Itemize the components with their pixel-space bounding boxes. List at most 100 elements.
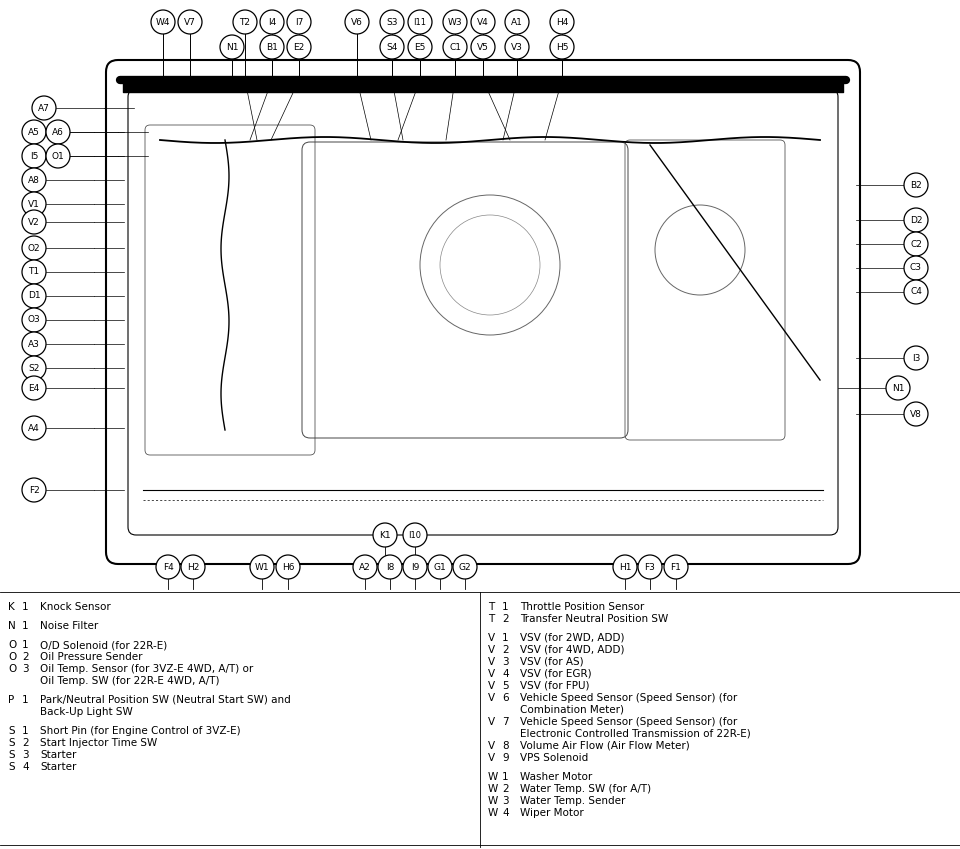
Text: C3: C3: [910, 263, 922, 273]
Text: A8: A8: [28, 176, 40, 184]
Text: 1: 1: [502, 633, 509, 643]
Circle shape: [408, 10, 432, 34]
Text: 2: 2: [22, 652, 29, 662]
Circle shape: [904, 346, 928, 370]
Text: 9: 9: [502, 753, 509, 763]
Text: E5: E5: [415, 42, 425, 52]
Circle shape: [428, 555, 452, 579]
Text: 2: 2: [502, 784, 509, 794]
Text: O: O: [8, 664, 16, 674]
Text: VSV (for 4WD, ADD): VSV (for 4WD, ADD): [520, 645, 625, 655]
Text: Start Injector Time SW: Start Injector Time SW: [40, 738, 157, 748]
Text: F1: F1: [671, 563, 682, 571]
Text: O2: O2: [28, 244, 40, 252]
Text: G2: G2: [459, 563, 471, 571]
Text: Starter: Starter: [40, 750, 77, 760]
Circle shape: [443, 10, 467, 34]
Text: Transfer Neutral Position SW: Transfer Neutral Position SW: [520, 614, 668, 624]
Text: Water Temp. SW (for A/T): Water Temp. SW (for A/T): [520, 784, 651, 794]
Text: S: S: [8, 762, 14, 772]
Circle shape: [22, 284, 46, 308]
Text: V: V: [488, 645, 495, 655]
Text: Electronic Controlled Transmission of 22R-E): Electronic Controlled Transmission of 22…: [520, 729, 751, 739]
Text: Noise Filter: Noise Filter: [40, 621, 98, 631]
Text: V5: V5: [477, 42, 489, 52]
Text: W3: W3: [447, 18, 463, 26]
Text: 4: 4: [22, 762, 29, 772]
Text: V3: V3: [511, 42, 523, 52]
Text: 3: 3: [502, 657, 509, 667]
Text: Volume Air Flow (Air Flow Meter): Volume Air Flow (Air Flow Meter): [520, 741, 689, 751]
Text: Vehicle Speed Sensor (Speed Sensor) (for: Vehicle Speed Sensor (Speed Sensor) (for: [520, 717, 737, 727]
Text: K1: K1: [379, 531, 391, 539]
Text: N: N: [8, 621, 15, 631]
Circle shape: [453, 555, 477, 579]
Text: K: K: [8, 602, 14, 612]
Text: S3: S3: [386, 18, 397, 26]
Text: Oil Temp. Sensor (for 3VZ-E 4WD, A/T) or: Oil Temp. Sensor (for 3VZ-E 4WD, A/T) or: [40, 664, 253, 674]
Text: T: T: [488, 602, 494, 612]
Text: V8: V8: [910, 409, 922, 419]
Text: V: V: [488, 753, 495, 763]
Text: V: V: [488, 693, 495, 703]
Circle shape: [380, 35, 404, 59]
Text: 3: 3: [502, 796, 509, 806]
Text: Knock Sensor: Knock Sensor: [40, 602, 110, 612]
Text: V1: V1: [28, 200, 40, 209]
Text: Starter: Starter: [40, 762, 77, 772]
Circle shape: [443, 35, 467, 59]
Text: H2: H2: [187, 563, 199, 571]
Text: H6: H6: [281, 563, 295, 571]
Text: V: V: [488, 717, 495, 727]
Circle shape: [613, 555, 637, 579]
Text: 2: 2: [502, 614, 509, 624]
Text: E2: E2: [294, 42, 304, 52]
Text: V6: V6: [351, 18, 363, 26]
Text: A6: A6: [52, 127, 64, 137]
Circle shape: [22, 332, 46, 356]
Text: I11: I11: [414, 18, 426, 26]
Circle shape: [22, 308, 46, 332]
Circle shape: [471, 10, 495, 34]
Text: 1: 1: [22, 640, 29, 650]
Text: 5: 5: [502, 681, 509, 691]
Text: T1: T1: [29, 267, 39, 277]
Text: N1: N1: [226, 42, 238, 52]
Text: V: V: [488, 669, 495, 679]
Text: VSV (for EGR): VSV (for EGR): [520, 669, 591, 679]
Circle shape: [22, 144, 46, 168]
Circle shape: [471, 35, 495, 59]
Circle shape: [22, 168, 46, 192]
Circle shape: [345, 10, 369, 34]
Text: 1: 1: [22, 726, 29, 736]
Circle shape: [220, 35, 244, 59]
Circle shape: [260, 35, 284, 59]
Circle shape: [287, 35, 311, 59]
Circle shape: [904, 402, 928, 426]
Text: I7: I7: [295, 18, 303, 26]
Text: I5: I5: [30, 151, 38, 160]
Text: 3: 3: [22, 664, 29, 674]
Text: W4: W4: [156, 18, 170, 26]
Text: S2: S2: [28, 363, 39, 373]
Text: V7: V7: [184, 18, 196, 26]
Text: I4: I4: [268, 18, 276, 26]
Text: C2: C2: [910, 239, 922, 249]
Text: I3: I3: [912, 353, 921, 363]
Circle shape: [403, 523, 427, 547]
Text: 1: 1: [22, 621, 29, 631]
Circle shape: [886, 376, 910, 400]
Circle shape: [260, 10, 284, 34]
Text: VSV (for AS): VSV (for AS): [520, 657, 584, 667]
Text: C1: C1: [449, 42, 461, 52]
Circle shape: [178, 10, 202, 34]
Circle shape: [408, 35, 432, 59]
Text: T2: T2: [239, 18, 251, 26]
Circle shape: [22, 478, 46, 502]
Text: O: O: [8, 652, 16, 662]
Text: Combination Meter): Combination Meter): [520, 705, 624, 715]
Text: S: S: [8, 726, 14, 736]
Text: S4: S4: [386, 42, 397, 52]
Circle shape: [904, 232, 928, 256]
Circle shape: [22, 192, 46, 216]
